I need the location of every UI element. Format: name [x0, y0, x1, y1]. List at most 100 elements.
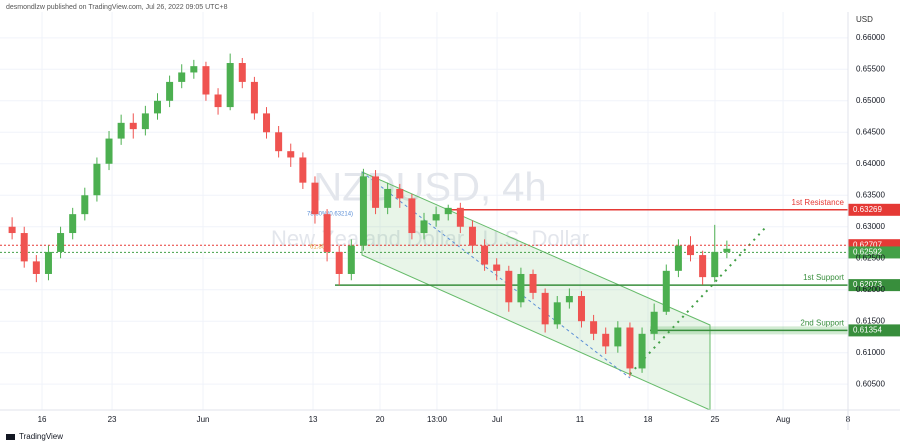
y-tick-label: 0.62500	[856, 253, 885, 262]
candle-body	[347, 245, 355, 274]
candle-body	[541, 292, 549, 325]
header: desmondlzw published on TradingView.com,…	[6, 4, 228, 11]
candle-body	[602, 333, 610, 347]
y-tick-label: 0.64500	[856, 127, 885, 136]
candle-body	[590, 321, 598, 334]
candles	[8, 53, 731, 377]
x-tick-label: 18	[644, 415, 653, 424]
fib-line	[361, 171, 631, 379]
y-tick-label: 0.63000	[856, 222, 885, 231]
currency: USD	[856, 15, 873, 24]
candle-body	[323, 214, 331, 252]
candle-body	[299, 157, 307, 183]
candle-body	[456, 207, 464, 227]
candle-body	[384, 188, 392, 208]
candle-body	[287, 151, 295, 158]
candle-body	[468, 226, 476, 246]
candle-body	[699, 255, 707, 278]
fib-label: 61.80%	[310, 245, 331, 251]
candle-body	[432, 214, 440, 221]
candle-body	[493, 264, 501, 271]
candle-body	[166, 81, 174, 101]
x-tick-label: 13:00	[427, 415, 448, 424]
candle-body	[505, 270, 513, 303]
candle-body	[408, 198, 416, 234]
candle-body	[359, 176, 367, 246]
candle-body	[335, 251, 343, 274]
price-badge	[848, 246, 900, 259]
candle-body	[553, 302, 561, 325]
candle-body	[226, 63, 234, 108]
candle-body	[420, 220, 428, 234]
x-tick-label: Aug	[776, 415, 790, 424]
candle-body	[662, 270, 670, 312]
y-tick-label: 0.63500	[856, 190, 885, 199]
candle-body	[565, 296, 573, 303]
axes: 0.66000 0.65500 0.65000 0.64500 0.64000 0.635…	[38, 33, 886, 424]
candle-body	[396, 188, 404, 199]
candle-body	[93, 163, 101, 196]
x-tick-label: 25	[711, 415, 720, 424]
candle-body	[711, 251, 719, 278]
candle-body	[117, 122, 125, 139]
candle-body	[517, 273, 525, 303]
x-tick-label: 11	[576, 415, 585, 424]
candle-body	[481, 245, 489, 265]
logo	[6, 434, 15, 440]
candle-body	[529, 273, 537, 293]
candle-body	[129, 122, 137, 130]
y-tick-label: 0.61500	[856, 316, 885, 325]
candle-body	[81, 195, 89, 215]
price-badge-label: 0.63269	[853, 205, 882, 214]
candle-body	[105, 138, 113, 164]
candle-body	[263, 113, 271, 133]
x-tick-label: Jun	[197, 415, 210, 424]
candle-body	[69, 214, 77, 234]
candle-body	[250, 81, 258, 114]
candle-body	[444, 207, 452, 215]
price-badge-label: 0.61354	[853, 326, 882, 335]
x-tick-label: 20	[376, 415, 385, 424]
price-badge-label: 0.62707	[853, 240, 882, 249]
y-tick-label: 0.64000	[856, 159, 885, 168]
candle-body	[44, 251, 52, 274]
candle-body	[687, 245, 695, 256]
price-badge-label: 0.62073	[853, 280, 882, 289]
candle-body	[275, 132, 283, 152]
candle-body	[626, 327, 634, 369]
footer: TradingView	[19, 432, 63, 441]
candle-body	[8, 226, 16, 234]
candle-body	[577, 296, 585, 322]
x-tick-label: 13	[309, 415, 318, 424]
price-badge-label: 0.62592	[853, 248, 882, 257]
level-name: 1st Resistance	[792, 198, 845, 207]
candle-body	[32, 261, 40, 274]
level-name: 1st Support	[803, 273, 845, 282]
grid	[0, 12, 849, 410]
candle-body	[20, 233, 28, 262]
candle-body	[202, 66, 210, 95]
candle-body	[723, 248, 731, 252]
candle-body	[178, 72, 186, 82]
price-badge	[848, 279, 900, 292]
candle-body	[638, 333, 646, 369]
candle-body	[674, 245, 682, 271]
candle-body	[311, 182, 319, 215]
y-tick-label: 0.61000	[856, 348, 885, 357]
level-name: 2nd Support	[800, 319, 844, 328]
x-tick-label: 16	[38, 415, 47, 424]
candle-body	[153, 100, 161, 114]
y-tick-label: 0.66000	[856, 33, 885, 42]
candle-body	[57, 233, 65, 252]
candle-body	[214, 94, 222, 108]
price-badge	[848, 324, 900, 337]
candle-body	[650, 311, 658, 334]
x-tick-label: Jul	[492, 415, 502, 424]
y-tick-label: 0.65000	[856, 96, 885, 105]
candle-body	[372, 176, 380, 208]
y-tick-label: 0.65500	[856, 64, 885, 73]
candle-body	[614, 327, 622, 347]
